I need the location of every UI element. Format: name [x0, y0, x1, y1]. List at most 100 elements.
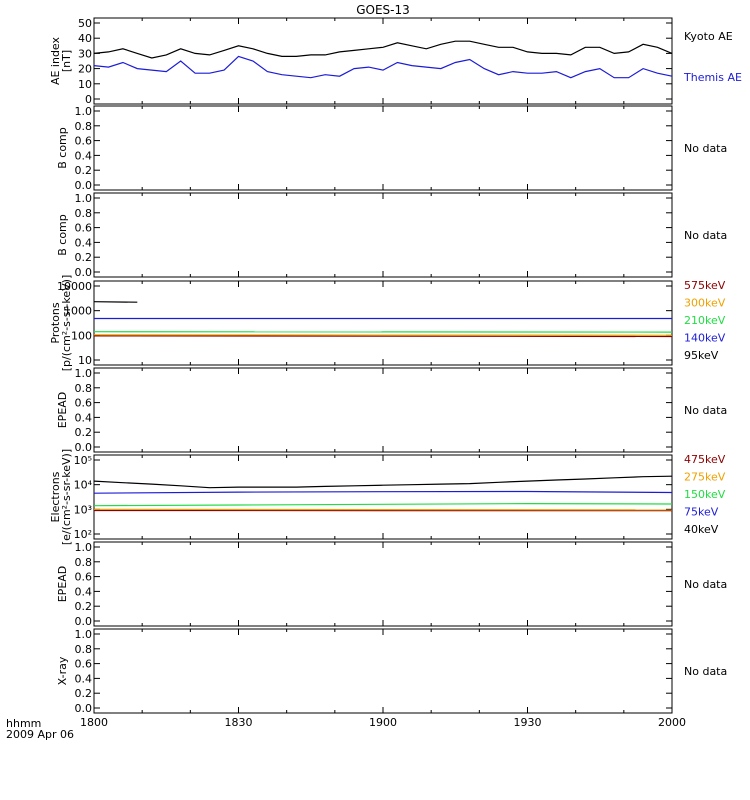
y-tick-label: 0.2 [75, 426, 93, 439]
panel-frame [93, 105, 673, 191]
y-axis-label: [e/(cm²-s-sr-keV)] [60, 449, 73, 545]
y-axis-label: X-ray [56, 656, 69, 685]
panel-frame [93, 541, 673, 627]
y-tick-label: 0.8 [75, 120, 93, 133]
y-tick-label: 0 [85, 93, 92, 106]
y-tick-label: 10² [74, 528, 92, 541]
panel-bcomp1: 0.0 0.2 0.40.6 0.8 1.0 B comp No data [56, 105, 727, 192]
y-tick-label: 1.0 [75, 628, 93, 641]
legend-entry: 75keV [684, 506, 719, 519]
x-tick-label: 1800 [80, 716, 108, 729]
y-tick-label: 0.2 [75, 164, 93, 177]
y-tick-label: 0.0 [75, 179, 93, 192]
y-axis-label: EPEAD [56, 566, 69, 603]
y-tick-label: 10³ [74, 503, 92, 516]
x-axis-label: hhmm [6, 717, 41, 730]
panel-protons: 10 100 1000 10000 Protons[p/(cm²-s-sr-keV)] 5… [49, 275, 726, 372]
y-axis-label: AE index [49, 36, 62, 85]
y-tick-label: 10000 [57, 280, 92, 293]
no-data-note: No data [684, 229, 727, 242]
panel-epead1: 0.0 0.2 0.40.6 0.8 1.0 EPEAD No data [56, 367, 727, 454]
panel-frame [93, 367, 673, 453]
panel-frame [93, 454, 673, 540]
y-tick-label: 0.0 [75, 702, 93, 715]
y-tick-label: 1.0 [75, 541, 93, 554]
no-data-note: No data [684, 665, 727, 678]
panel-bcomp2: 0.0 0.2 0.40.6 0.8 1.0 B comp No data [56, 192, 727, 279]
y-tick-label: 0.6 [75, 397, 93, 410]
panel-frame [93, 628, 673, 714]
panel-electrons: 10² 10³ 10⁴ 10⁵ Electrons[e/(cm²-s-sr-keV)] 4… [49, 449, 726, 545]
legend-entry: Themis AE [683, 71, 742, 84]
y-tick-label: 0.0 [75, 266, 93, 279]
y-axis-label: B comp [56, 127, 69, 169]
y-tick-label: 0.4 [75, 585, 93, 598]
series-line-275kev [93, 508, 673, 511]
x-tick-label: 1830 [225, 716, 253, 729]
legend-entry: 140keV [684, 332, 726, 345]
y-tick-label: 0.8 [75, 556, 93, 569]
figure-title: GOES-13 [356, 3, 410, 17]
legend-entry: 475keV [684, 453, 726, 466]
y-tick-label: 0.0 [75, 441, 93, 454]
series-line-95kev [93, 301, 138, 303]
y-tick-label: 100 [71, 329, 92, 342]
panel-frame [93, 192, 673, 278]
y-tick-label: 0.6 [75, 658, 93, 671]
y-tick-label: 0.4 [75, 672, 93, 685]
panel-stack: 0 10 20 30 40 50 AE index[nT] Kyoto AE Themis AE… [49, 17, 742, 729]
no-data-note: No data [684, 578, 727, 591]
y-tick-label: 20 [78, 63, 92, 76]
y-tick-label: 1.0 [75, 192, 93, 205]
y-tick-label: 0.8 [75, 643, 93, 656]
y-tick-label: 0.2 [75, 687, 93, 700]
series-line-kyoto-ae [93, 40, 673, 59]
y-tick-label: 10 [78, 354, 92, 367]
series-line-300kev [93, 334, 673, 336]
y-tick-label: 0.2 [75, 600, 93, 613]
series-line-75kev [93, 490, 673, 494]
legend-entry: 210keV [684, 314, 726, 327]
y-tick-label: 10⁵ [74, 454, 92, 467]
y-tick-label: 10⁴ [74, 479, 93, 492]
y-tick-label: 0.6 [75, 222, 93, 235]
series-line-575kev [93, 335, 673, 338]
date-label: 2009 Apr 06 [6, 728, 74, 741]
y-tick-label: 0.0 [75, 615, 93, 628]
y-tick-label: 0.2 [75, 251, 93, 264]
y-axis-label: Protons [49, 302, 62, 343]
series-line-150kev [93, 503, 673, 507]
legend-entry: 95keV [684, 349, 719, 362]
y-tick-label: 30 [78, 47, 92, 60]
y-tick-label: 0.4 [75, 149, 93, 162]
legend-entry: 275keV [684, 471, 726, 484]
y-axis-label: [nT] [60, 50, 73, 72]
y-tick-label: 40 [78, 32, 92, 45]
y-tick-label: 50 [78, 17, 92, 30]
y-tick-label: 0.6 [75, 135, 93, 148]
legend-entry: 150keV [684, 488, 726, 501]
y-axis-label: [p/(cm²-s-sr-keV)] [60, 275, 73, 372]
y-tick-label: 0.4 [75, 411, 93, 424]
y-tick-label: 1.0 [75, 105, 93, 118]
legend-entry: 300keV [684, 297, 726, 310]
x-tick-label: 1900 [369, 716, 397, 729]
y-tick-label: 1.0 [75, 367, 93, 380]
series-line-40kev [93, 475, 673, 489]
y-axis-label: EPEAD [56, 392, 69, 429]
y-tick-label: 0.8 [75, 382, 93, 395]
x-tick-label: 2000 [658, 716, 686, 729]
no-data-note: No data [684, 142, 727, 155]
x-tick-label: 1930 [514, 716, 542, 729]
series-line-themis-ae [93, 55, 673, 79]
y-axis-label: Electrons [49, 471, 62, 522]
y-tick-label: 1000 [64, 305, 92, 318]
y-axis-label: B comp [56, 214, 69, 256]
legend-entry: 575keV [684, 279, 726, 292]
panel-frame [93, 280, 673, 366]
y-tick-label: 0.8 [75, 207, 93, 220]
panel-epead2: 0.0 0.2 0.40.6 0.8 1.0 EPEAD No data [56, 541, 727, 628]
panel-xray: 0.0 0.2 0.40.6 0.8 1.0 X-ray No data 1800 1830 19… [56, 628, 727, 729]
panel-ae: 0 10 20 30 40 50 AE index[nT] Kyoto AE Themis AE [49, 17, 742, 106]
y-tick-label: 10 [78, 78, 92, 91]
